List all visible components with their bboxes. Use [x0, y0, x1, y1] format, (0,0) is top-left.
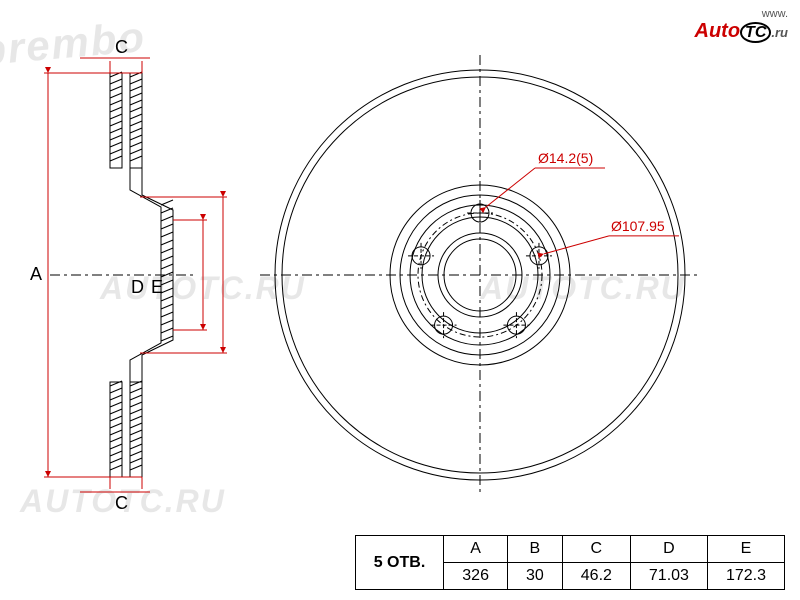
- bolt-unit: ОТВ.: [387, 554, 425, 571]
- val-E: 172.3: [707, 563, 784, 590]
- svg-text:A: A: [30, 264, 42, 284]
- dimension-table: 5 ОТВ. A B C D E 326 30 46.2 71.03 172.3: [355, 535, 785, 590]
- technical-drawing: Ø14.2(5) Ø107.95 A C C DE: [10, 25, 790, 515]
- svg-text:E: E: [151, 277, 163, 297]
- drawing-svg: Ø14.2(5) Ø107.95 A C C DE: [10, 25, 790, 515]
- val-C: 46.2: [562, 563, 630, 590]
- svg-text:C: C: [115, 37, 128, 57]
- col-E: E: [707, 536, 784, 563]
- logo-www: www.: [695, 8, 789, 20]
- svg-text:C: C: [115, 493, 128, 513]
- col-B: B: [507, 536, 562, 563]
- table-row-label: 5 ОТВ.: [355, 536, 444, 590]
- val-A: 326: [444, 563, 508, 590]
- col-C: C: [562, 536, 630, 563]
- val-D: 71.03: [630, 563, 707, 590]
- val-B: 30: [507, 563, 562, 590]
- svg-text:D: D: [131, 277, 144, 297]
- col-A: A: [444, 536, 508, 563]
- table-header-row: 5 ОТВ. A B C D E: [355, 536, 784, 563]
- svg-text:Ø14.2(5): Ø14.2(5): [538, 150, 593, 166]
- svg-text:Ø107.95: Ø107.95: [611, 218, 665, 234]
- bolt-count: 5: [374, 554, 383, 571]
- col-D: D: [630, 536, 707, 563]
